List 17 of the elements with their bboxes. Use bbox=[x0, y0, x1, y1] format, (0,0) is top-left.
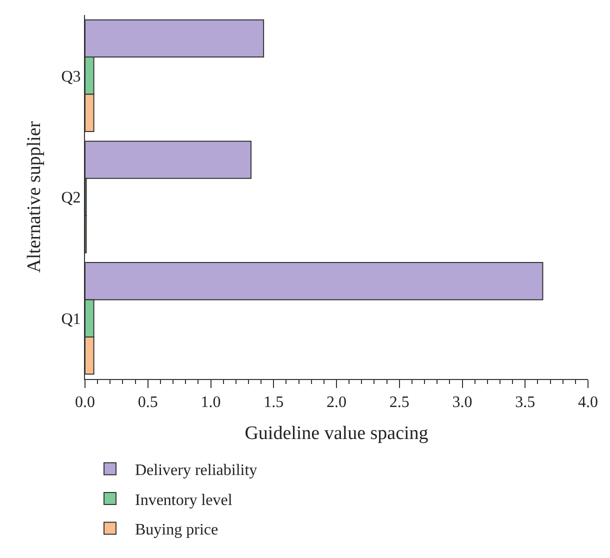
x-tick-label: 2.5 bbox=[389, 394, 410, 412]
legend-label: Inventory level bbox=[135, 492, 233, 509]
y-axis-title: Alternative supplier bbox=[24, 120, 46, 273]
y-tick-label: Q2 bbox=[61, 190, 81, 207]
x-tick-label: 0.0 bbox=[75, 394, 95, 412]
y-tick-label: Q1 bbox=[61, 310, 81, 328]
legend-label: Delivery reliability bbox=[135, 462, 258, 479]
x-tick-label: 0.5 bbox=[138, 394, 158, 412]
x-tick-label: 2.0 bbox=[326, 394, 346, 412]
x-tick-label: 1.0 bbox=[200, 394, 221, 412]
x-axis-title: Guideline value spacing bbox=[244, 423, 429, 444]
y-tick-label: Q3 bbox=[61, 68, 81, 86]
x-tick-label: 3.0 bbox=[452, 394, 472, 412]
legend-label: Buying price bbox=[135, 522, 218, 539]
x-tick-label: 3.5 bbox=[515, 394, 536, 412]
x-tick-label: 4.0 bbox=[578, 394, 598, 412]
x-tick-label: 1.5 bbox=[264, 394, 284, 412]
